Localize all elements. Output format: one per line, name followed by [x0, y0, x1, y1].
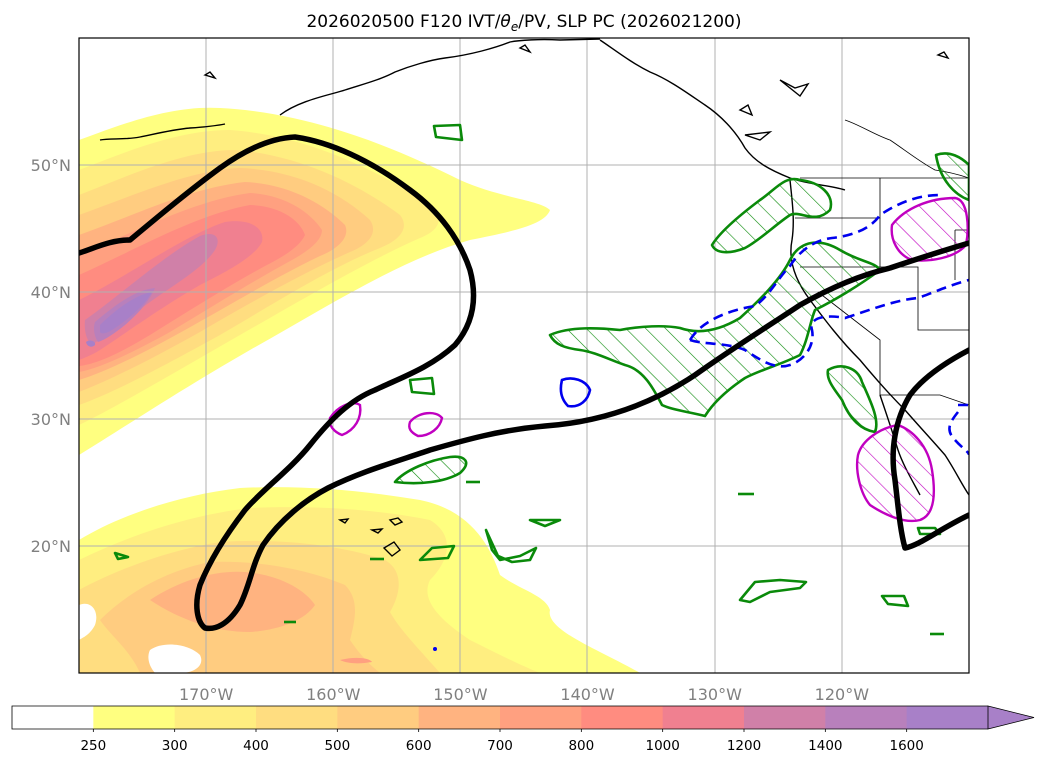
- colorbar-swatch-6: [500, 706, 582, 729]
- y-axis-ticks: 50°N 40°N 30°N 20°N: [31, 156, 71, 556]
- colorbar-swatch-0: [12, 706, 94, 729]
- colorbar-swatch-11: [906, 706, 989, 729]
- colorbar: 250 300 400 500 600 700 800 1000 1200 1400 1600: [11, 705, 1035, 754]
- ivt-shading-south: [79, 487, 640, 673]
- y-tick-label-0: 50°N: [31, 156, 71, 175]
- x-tick-label-0: 170°W: [179, 685, 234, 704]
- y-tick-label-1: 40°N: [31, 283, 71, 302]
- slp-contours: [79, 134, 969, 632]
- colorbar-swatch-1: [93, 706, 176, 729]
- colorbar-label-4: 600: [406, 738, 432, 754]
- colorbar-swatch-8: [662, 706, 745, 729]
- colorbar-swatch-7: [581, 706, 664, 729]
- x-tick-label-4: 130°W: [688, 685, 743, 704]
- y-tick-label-3: 20°N: [31, 537, 71, 556]
- x-axis-ticks: 170°W 160°W 150°W 140°W 130°W 120°W: [179, 685, 869, 704]
- colorbar-label-3: 500: [324, 738, 350, 754]
- colorbar-swatch-2: [174, 706, 257, 729]
- colorbar-swatch-4: [337, 706, 420, 729]
- colorbar-swatch-3: [256, 706, 338, 729]
- colorbar-label-10: 1600: [889, 738, 923, 754]
- x-tick-label-2: 150°W: [433, 685, 488, 704]
- colorbar-label-1: 300: [162, 738, 188, 754]
- map-panel: [79, 38, 969, 673]
- x-tick-label-1: 160°W: [306, 685, 361, 704]
- colorbar-swatch-10: [825, 706, 908, 729]
- colorbar-label-2: 400: [243, 738, 269, 754]
- x-tick-label-3: 140°W: [560, 685, 615, 704]
- pv-contours: [113, 123, 969, 636]
- colorbar-label-6: 800: [568, 738, 594, 754]
- colorbar-extend-arrow: [987, 705, 1035, 730]
- colorbar-swatch-9: [744, 706, 826, 729]
- colorbar-swatch-5: [418, 706, 501, 729]
- colorbar-label-0: 250: [80, 738, 106, 754]
- colorbar-label-7: 1000: [645, 738, 679, 754]
- colorbar-label-5: 700: [487, 738, 513, 754]
- y-tick-label-2: 30°N: [31, 410, 71, 429]
- chart-title: 2026020500 F120 IVT/θe/PV, SLP PC (20260…: [306, 12, 741, 34]
- map-frame: [78, 37, 970, 674]
- ivt-shading-north: [79, 107, 550, 456]
- x-tick-label-5: 120°W: [815, 685, 870, 704]
- colorbar-label-8: 1200: [727, 738, 761, 754]
- colorbar-label-9: 1400: [808, 738, 842, 754]
